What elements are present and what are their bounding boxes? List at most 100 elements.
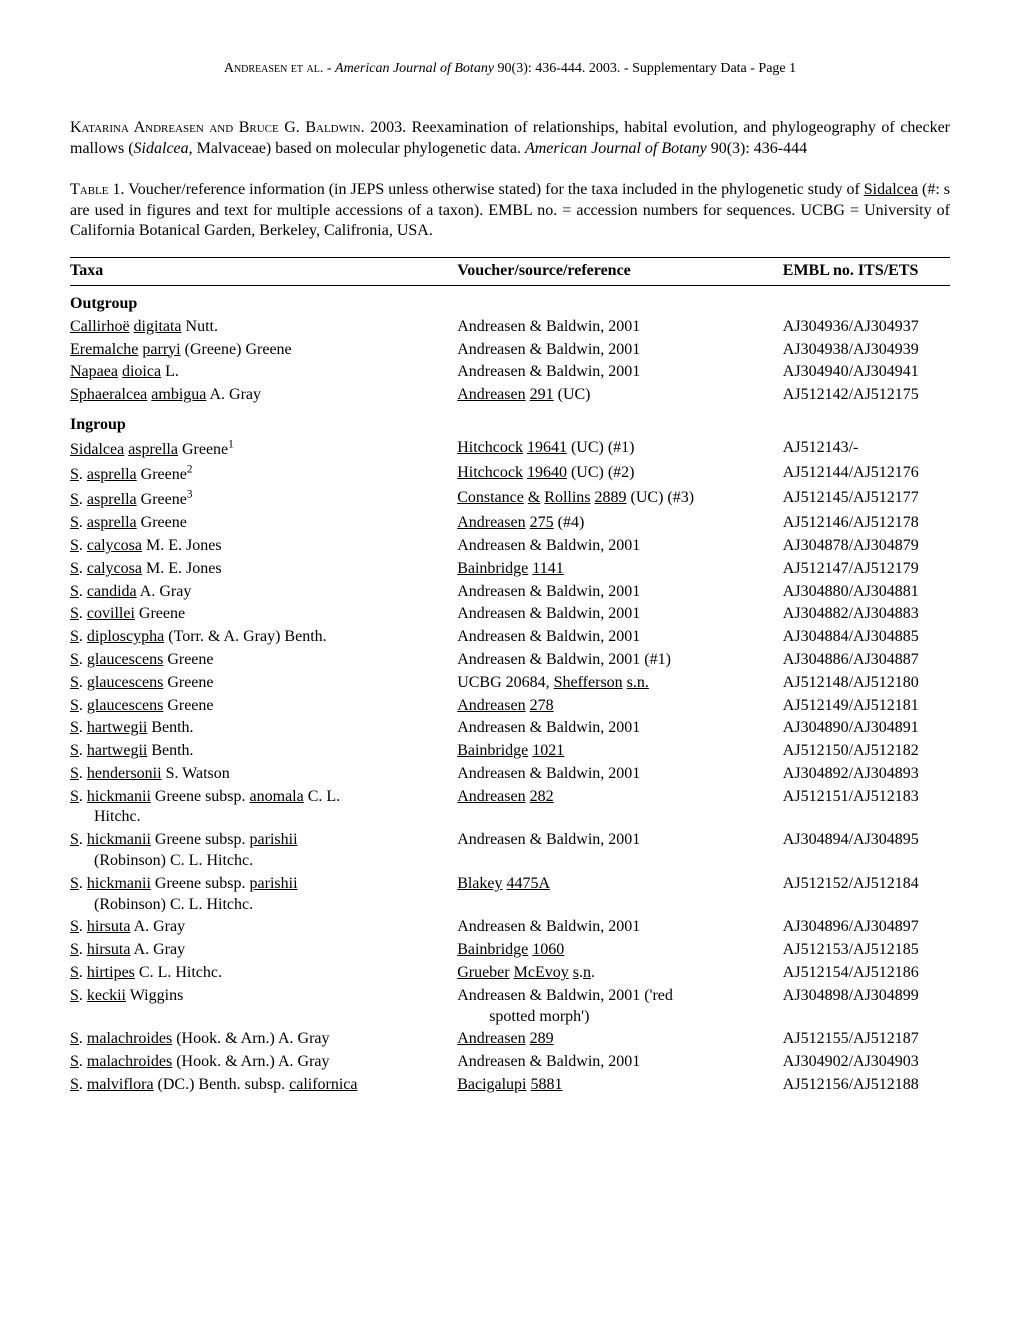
- taxa-cell: S. malviflora (DC.) Benth. subsp. califo…: [70, 1074, 457, 1097]
- embl-cell: AJ304894/AJ304895: [783, 829, 950, 873]
- running-header: Andreasen et al. - American Journal of B…: [70, 60, 950, 78]
- taxa-cell: S. hirsuta A. Gray: [70, 916, 457, 939]
- embl-cell: AJ512144/AJ512176: [783, 462, 950, 487]
- voucher-cell: Andreasen & Baldwin, 2001: [457, 717, 783, 740]
- table-row: S. calycosa M. E. JonesBainbridge 1141AJ…: [70, 558, 950, 581]
- voucher-cell: Andreasen & Baldwin, 2001: [457, 316, 783, 339]
- table-row: S. asprella Greene2Hitchcock 19640 (UC) …: [70, 462, 950, 487]
- table-row: S. hirsuta A. GrayAndreasen & Baldwin, 2…: [70, 916, 950, 939]
- voucher-cell: Andreasen & Baldwin, 2001: [457, 829, 783, 873]
- taxa-cell: Sidalcea asprella Greene1: [70, 437, 457, 462]
- table-row: S. glaucescens GreeneAndreasen 278AJ5121…: [70, 695, 950, 718]
- table-row: S. hickmanii Greene subsp. parishii(Robi…: [70, 829, 950, 873]
- embl-cell: AJ512143/-: [783, 437, 950, 462]
- voucher-cell: Andreasen & Baldwin, 2001: [457, 339, 783, 362]
- taxa-cell: S. hartwegii Benth.: [70, 740, 457, 763]
- taxa-cell: S. hirsuta A. Gray: [70, 939, 457, 962]
- voucher-cell: UCBG 20684, Shefferson s.n.: [457, 672, 783, 695]
- embl-cell: AJ304896/AJ304897: [783, 916, 950, 939]
- taxa-cell: S. hartwegii Benth.: [70, 717, 457, 740]
- table-row: Sidalcea asprella Greene1Hitchcock 19641…: [70, 437, 950, 462]
- voucher-cell: Andreasen & Baldwin, 2001: [457, 535, 783, 558]
- taxa-cell: Sphaeralcea ambigua A. Gray: [70, 384, 457, 407]
- embl-cell: AJ304940/AJ304941: [783, 361, 950, 384]
- voucher-cell: Andreasen 291 (UC): [457, 384, 783, 407]
- taxa-cell: S. glaucescens Greene: [70, 695, 457, 718]
- voucher-cell: Grueber McEvoy s.n.: [457, 962, 783, 985]
- table-row: S. hirsuta A. GrayBainbridge 1060AJ51215…: [70, 939, 950, 962]
- voucher-cell: Andreasen & Baldwin, 2001: [457, 626, 783, 649]
- table-row: S. hickmanii Greene subsp. anomala C. L.…: [70, 786, 950, 830]
- voucher-cell: Hitchcock 19640 (UC) (#2): [457, 462, 783, 487]
- voucher-cell: Bainbridge 1060: [457, 939, 783, 962]
- table-label: Table: [70, 181, 109, 198]
- taxa-cell: S. glaucescens Greene: [70, 672, 457, 695]
- table-row: S. malachroides (Hook. & Arn.) A. GrayAn…: [70, 1051, 950, 1074]
- citation-genus: Sidalcea: [134, 140, 189, 157]
- embl-cell: AJ512142/AJ512175: [783, 384, 950, 407]
- embl-cell: AJ512148/AJ512180: [783, 672, 950, 695]
- table-row: S. hartwegii Benth.Bainbridge 1021AJ5121…: [70, 740, 950, 763]
- embl-cell: AJ512154/AJ512186: [783, 962, 950, 985]
- taxa-cell: S. glaucescens Greene: [70, 649, 457, 672]
- section-header-ingroup: Ingroup: [70, 407, 950, 437]
- embl-cell: AJ304886/AJ304887: [783, 649, 950, 672]
- embl-cell: AJ512150/AJ512182: [783, 740, 950, 763]
- table-row: S. diploscypha (Torr. & A. Gray) Benth.A…: [70, 626, 950, 649]
- voucher-cell: Andreasen & Baldwin, 2001: [457, 361, 783, 384]
- voucher-cell: Andreasen 282: [457, 786, 783, 830]
- voucher-table: Taxa Voucher/source/reference EMBL no. I…: [70, 257, 950, 1097]
- embl-cell: AJ512149/AJ512181: [783, 695, 950, 718]
- table-row: S. malachroides (Hook. & Arn.) A. GrayAn…: [70, 1028, 950, 1051]
- taxa-cell: S. hickmanii Greene subsp. anomala C. L.…: [70, 786, 457, 830]
- taxa-cell: S. covillei Greene: [70, 603, 457, 626]
- voucher-cell: Andreasen 275 (#4): [457, 512, 783, 535]
- table-row: Napaea dioica L.Andreasen & Baldwin, 200…: [70, 361, 950, 384]
- taxa-cell: S. hirtipes C. L. Hitchc.: [70, 962, 457, 985]
- table-row: S. glaucescens GreeneUCBG 20684, Sheffer…: [70, 672, 950, 695]
- embl-cell: AJ512152/AJ512184: [783, 873, 950, 917]
- taxa-cell: S. calycosa M. E. Jones: [70, 558, 457, 581]
- voucher-cell: Andreasen & Baldwin, 2001: [457, 763, 783, 786]
- header-voucher: Voucher/source/reference: [457, 258, 783, 286]
- taxa-cell: S. asprella Greene: [70, 512, 457, 535]
- voucher-cell: Hitchcock 19641 (UC) (#1): [457, 437, 783, 462]
- header-volume: 90(3): 436-444. 2003. - Supplementary Da…: [494, 61, 796, 76]
- taxa-cell: Napaea dioica L.: [70, 361, 457, 384]
- table-row: Callirhoë digitata Nutt.Andreasen & Bald…: [70, 316, 950, 339]
- section-header-outgroup: Outgroup: [70, 285, 950, 315]
- caption-sidalcea: Sidalcea: [864, 181, 918, 198]
- taxa-cell: S. hendersonii S. Watson: [70, 763, 457, 786]
- table-row: S. asprella Greene3Constance & Rollins 2…: [70, 487, 950, 512]
- table-row: S. candida A. GrayAndreasen & Baldwin, 2…: [70, 581, 950, 604]
- table-row: S. malviflora (DC.) Benth. subsp. califo…: [70, 1074, 950, 1097]
- taxa-cell: S. candida A. Gray: [70, 581, 457, 604]
- taxa-cell: S. malachroides (Hook. & Arn.) A. Gray: [70, 1051, 457, 1074]
- table-row: S. glaucescens GreeneAndreasen & Baldwin…: [70, 649, 950, 672]
- table-row: S. hirtipes C. L. Hitchc.Grueber McEvoy …: [70, 962, 950, 985]
- embl-cell: AJ304884/AJ304885: [783, 626, 950, 649]
- embl-cell: AJ512153/AJ512185: [783, 939, 950, 962]
- embl-cell: AJ304938/AJ304939: [783, 339, 950, 362]
- embl-cell: AJ512155/AJ512187: [783, 1028, 950, 1051]
- taxa-cell: S. diploscypha (Torr. & A. Gray) Benth.: [70, 626, 457, 649]
- taxa-cell: S. calycosa M. E. Jones: [70, 535, 457, 558]
- embl-cell: AJ512145/AJ512177: [783, 487, 950, 512]
- taxa-cell: S. malachroides (Hook. & Arn.) A. Gray: [70, 1028, 457, 1051]
- table-row: S. asprella GreeneAndreasen 275 (#4)AJ51…: [70, 512, 950, 535]
- taxa-cell: S. hickmanii Greene subsp. parishii(Robi…: [70, 829, 457, 873]
- header-taxa: Taxa: [70, 258, 457, 286]
- taxa-cell: S. asprella Greene2: [70, 462, 457, 487]
- embl-cell: AJ512151/AJ512183: [783, 786, 950, 830]
- voucher-cell: Bainbridge 1141: [457, 558, 783, 581]
- citation-journal: American Journal of Botany: [525, 140, 707, 157]
- taxa-cell: S. keckii Wiggins: [70, 985, 457, 1029]
- voucher-cell: Bacigalupi 5881: [457, 1074, 783, 1097]
- citation-block: Katarina Andreasen and Bruce G. Baldwin.…: [70, 118, 950, 160]
- voucher-cell: Andreasen & Baldwin, 2001: [457, 581, 783, 604]
- table-row: S. hendersonii S. WatsonAndreasen & Bald…: [70, 763, 950, 786]
- table-caption: Table 1. Voucher/reference information (…: [70, 180, 950, 242]
- header-journal: American Journal of Botany: [335, 61, 494, 76]
- embl-cell: AJ304882/AJ304883: [783, 603, 950, 626]
- table-row: S. hartwegii Benth.Andreasen & Baldwin, …: [70, 717, 950, 740]
